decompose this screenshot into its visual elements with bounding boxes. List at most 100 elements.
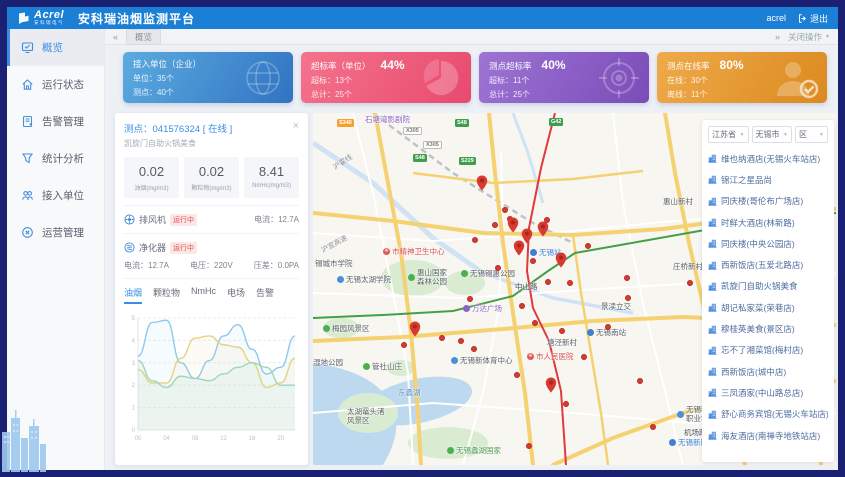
restaurant-list-item[interactable]: 舒心商务宾馆(无锡火车站店) <box>708 404 828 425</box>
person-check-icon <box>777 62 819 99</box>
purifier-stats-row: 电流：12.7A 电压：220V 压差：0.0PA <box>124 260 299 271</box>
chevron-down-icon: ▼ <box>739 131 745 138</box>
logout-button[interactable]: 退出 <box>798 12 828 25</box>
restaurant-list-item[interactable]: 时鲜大酒店(林新路) <box>708 212 828 233</box>
restaurant-list-item[interactable]: 胡记私家菜(荣巷店) <box>708 297 828 318</box>
restaurant-list-item[interactable]: 三凤酒家(中山路总店) <box>708 382 828 403</box>
username[interactable]: acrel <box>766 13 786 23</box>
map-marker-dot[interactable] <box>624 275 630 281</box>
map-marker-dot[interactable] <box>650 424 656 430</box>
stat-card-online-rate[interactable]: 测点在线率 80% 在线：30个 离线：11个 <box>657 52 827 103</box>
map-marker-dot[interactable] <box>585 243 591 249</box>
map-marker-pin[interactable] <box>476 175 488 196</box>
restaurant-name: 胡记私家菜(荣巷店) <box>721 302 795 313</box>
restaurant-list-item[interactable]: 穆桂英美食(景区店) <box>708 318 828 339</box>
map-marker-dot[interactable] <box>687 280 693 286</box>
tab-nmhc[interactable]: NmHc <box>191 286 217 296</box>
map-marker-dot[interactable] <box>514 372 520 378</box>
card-line: 超标：13个 <box>311 76 352 85</box>
tab-oil-smoke[interactable]: 油烟 <box>124 286 143 304</box>
tab-overview[interactable]: 概览 <box>126 28 162 45</box>
map-marker-dot[interactable] <box>625 295 631 301</box>
statistics-icon <box>21 153 34 164</box>
collapse-sidebar-icon[interactable]: « <box>113 31 119 42</box>
map-marker-pin[interactable] <box>513 240 525 261</box>
restaurant-name: 时鲜大酒店(林新路) <box>721 217 795 228</box>
stat-card-point-exceed-rate[interactable]: 测点超标率 40% 超标：11个 总计：25个 <box>479 52 649 103</box>
tab-electric-field[interactable]: 电场 <box>227 288 246 298</box>
restaurant-list-item[interactable]: 西新饭店(五爱北路店) <box>708 254 828 275</box>
map-marker-pin[interactable] <box>521 228 533 249</box>
map-marker-dot[interactable] <box>637 378 643 384</box>
restaurant-list-item[interactable]: 海友酒店(南禅寺地铁站店) <box>708 425 828 446</box>
map-marker-pin[interactable] <box>409 321 421 342</box>
map-marker-pin[interactable] <box>507 217 519 238</box>
sidebar-item-alarm-management[interactable]: 告警管理 <box>7 103 104 140</box>
alarm-management-icon <box>22 115 33 128</box>
province-select[interactable]: 江苏省 ▼ <box>708 126 749 143</box>
map-label: 锡城市学院 <box>315 259 353 268</box>
map-marker-dot[interactable] <box>495 265 501 271</box>
map-marker-dot[interactable] <box>401 342 407 348</box>
map-marker-dot[interactable] <box>581 354 587 360</box>
map-marker-dot[interactable] <box>526 443 532 449</box>
purifier-current: 电流：12.7A <box>124 261 169 270</box>
map-marker-pin[interactable] <box>537 221 549 242</box>
map-marker-dot[interactable] <box>567 280 573 286</box>
map-marker-dot[interactable] <box>530 258 536 264</box>
map-marker-dot[interactable] <box>605 324 611 330</box>
brand-logo: Acrel 安科瑞电气 <box>17 10 64 26</box>
restaurant-list-item[interactable]: 同庆楼(哥伦布广场店) <box>708 191 828 212</box>
map-marker-dot[interactable] <box>467 296 473 302</box>
road-shield: S48 <box>455 119 469 127</box>
close-operations-dropdown[interactable]: 关闭操作 ▼ <box>788 31 830 43</box>
map-marker-dot[interactable] <box>502 207 508 213</box>
sidebar-item-statistics[interactable]: 统计分析 <box>7 140 104 177</box>
map-label: 无锡站 <box>530 248 562 257</box>
map-marker-dot[interactable] <box>471 346 477 352</box>
map-marker-pin[interactable] <box>545 377 557 398</box>
map-marker-dot[interactable] <box>458 338 464 344</box>
sidebar-item-access-unit[interactable]: 接入单位 <box>7 177 104 214</box>
stat-card-unit-exceed-rate[interactable]: 超标率（单位） 44% 超标：13个 总计：25个 <box>301 52 471 103</box>
sidebar-item-overview[interactable]: 概览 <box>7 29 104 66</box>
close-icon[interactable]: × <box>292 120 299 132</box>
stat-card-access-units[interactable]: 接入单位（企业） 单位：35个 测点：40个 <box>123 52 293 103</box>
metric-oil-smoke: 0.02 油烟(mg/m3) <box>124 157 179 198</box>
map-marker-pin[interactable] <box>555 252 567 273</box>
map-marker-dot[interactable] <box>563 401 569 407</box>
restaurant-list-item[interactable]: 忘不了湘菜馆(梅村店) <box>708 340 828 361</box>
restaurant-panel: 江苏省 ▼ 无锡市 ▼ 区 ▼ 维也纳酒店(无锡火车站店) 锦江之星品尚同庆楼(哥… <box>702 120 834 462</box>
map-marker-dot[interactable] <box>439 335 445 341</box>
city-select[interactable]: 无锡市 ▼ <box>751 126 792 143</box>
map-marker-dot[interactable] <box>519 303 525 309</box>
map-marker-dot[interactable] <box>492 222 498 228</box>
sidebar-item-running-status[interactable]: 运行状态 <box>7 66 104 103</box>
district-select[interactable]: 区 ▼ <box>795 126 828 143</box>
sidebar-item-operation-management[interactable]: 运营管理 <box>7 214 104 251</box>
restaurant-list-item[interactable]: 同庆楼(中央公园店) <box>708 233 828 254</box>
map-marker-dot[interactable] <box>545 279 551 285</box>
map-marker-dot[interactable] <box>544 217 550 223</box>
expand-tabs-icon[interactable]: » <box>775 31 781 42</box>
metric-particulate: 0.02 颗粒物(mg/m3) <box>184 157 239 198</box>
restaurant-list-item[interactable]: 锦江之星品尚 <box>708 169 828 190</box>
tab-alarm[interactable]: 告警 <box>256 288 275 298</box>
map-marker-dot[interactable] <box>559 328 565 334</box>
pie-icon <box>423 59 459 95</box>
restaurant-list-item[interactable]: 维也纳酒店(无锡火车站店) <box>708 148 828 169</box>
svg-text:4: 4 <box>132 338 136 344</box>
map-marker-dot[interactable] <box>532 320 538 326</box>
map-marker-dot[interactable] <box>472 237 478 243</box>
restaurant-list-item[interactable]: 凯旋门自助火锅美食 <box>708 276 828 297</box>
restaurant-name: 锦江之星品尚 <box>721 174 773 185</box>
restaurant-name: 舒心商务宾馆(无锡火车站店) <box>721 409 828 420</box>
logo-text: Acrel <box>34 9 65 22</box>
tab-particulate[interactable]: 颗粒物 <box>153 288 181 298</box>
svg-text:12: 12 <box>220 436 227 442</box>
restaurant-list-item[interactable]: 西新饭店(城中店) <box>708 361 828 382</box>
restaurant-name: 西新饭店(城中店) <box>721 366 787 377</box>
building-icon <box>708 346 717 355</box>
card-line: 在线：30个 <box>667 76 708 85</box>
main-content: 接入单位（企业） 单位：35个 测点：40个 超标率（单位） 44% 超标：13个… <box>105 45 838 470</box>
